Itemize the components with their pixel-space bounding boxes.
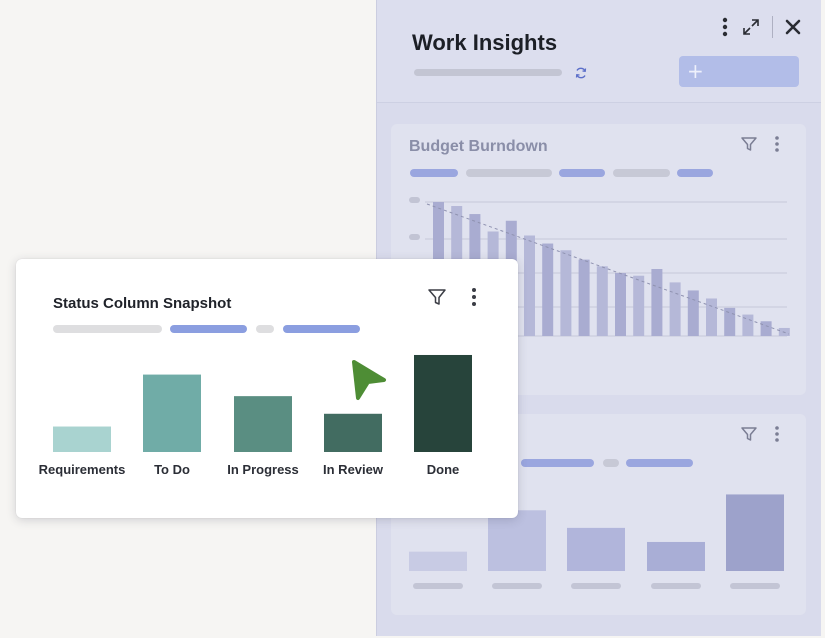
panel-header: Work Insights +	[377, 0, 821, 103]
x-label-placeholder	[492, 583, 542, 589]
status-card-title: Status Column Snapshot	[53, 295, 232, 312]
legend-pill	[256, 325, 274, 333]
burndown-bar	[651, 269, 663, 336]
lower-bar-chart	[409, 494, 784, 589]
lower-bar	[567, 527, 625, 571]
budget-burndown-title: Budget Burndown	[409, 138, 548, 155]
legend-pill	[283, 325, 360, 333]
x-label-placeholder	[730, 583, 780, 589]
legend-pill	[613, 169, 670, 177]
lower-bar	[726, 494, 784, 571]
burndown-bar	[687, 290, 699, 336]
legend-pill	[626, 459, 693, 467]
more-vertical-icon[interactable]	[469, 287, 479, 307]
x-tick-label: Requirements	[39, 462, 126, 477]
burndown-bar	[596, 266, 608, 336]
burndown-bar	[724, 307, 736, 336]
close-icon[interactable]	[783, 16, 803, 38]
x-tick-label: In Progress	[227, 462, 299, 477]
burndown-bar	[578, 259, 590, 336]
more-vertical-icon[interactable]	[772, 425, 782, 443]
status-bar	[414, 354, 472, 452]
status-column-snapshot-card: Status Column Snapshot Requirements To Do…	[16, 259, 518, 518]
more-vertical-icon[interactable]	[715, 16, 735, 38]
lower-bar	[488, 510, 546, 571]
legend-pill	[466, 169, 552, 177]
status-bar-chart: Requirements To Do In Progress In Review Don…	[39, 354, 472, 477]
burndown-bar	[633, 275, 645, 336]
legend-pill	[559, 169, 605, 177]
y-tick-placeholder	[409, 197, 420, 203]
x-label-placeholder	[651, 583, 701, 589]
x-tick-label: Done	[427, 462, 460, 477]
lower-bar	[647, 541, 705, 571]
refresh-icon[interactable]	[574, 66, 588, 80]
legend-pill	[170, 325, 247, 333]
x-label-placeholder	[413, 583, 463, 589]
status-bar	[143, 374, 201, 452]
filter-icon[interactable]	[740, 425, 758, 443]
burndown-bar	[669, 282, 681, 336]
burndown-bar	[524, 235, 535, 336]
burndown-bar	[742, 314, 754, 336]
lower-bar	[409, 551, 467, 571]
legend-pill	[677, 169, 713, 177]
x-tick-label: In Review	[323, 462, 384, 477]
legend-pill	[53, 325, 162, 333]
trend-line	[426, 203, 790, 335]
panel-title: Work Insights	[412, 30, 558, 55]
legend-pill	[410, 169, 458, 177]
burndown-bar	[560, 250, 572, 336]
burndown-bar	[615, 273, 626, 336]
pointer-cursor-icon	[352, 360, 386, 400]
status-bar	[53, 426, 111, 452]
panel-subtitle-placeholder	[414, 69, 562, 76]
plus-icon: +	[687, 59, 704, 83]
burndown-bar	[542, 243, 554, 336]
more-vertical-icon[interactable]	[772, 135, 782, 153]
legend-pill	[603, 459, 619, 467]
legend-pill	[521, 459, 594, 467]
x-label-placeholder	[571, 583, 621, 589]
x-tick-label: To Do	[154, 462, 190, 477]
status-bar	[234, 396, 292, 452]
header-divider	[772, 16, 773, 38]
add-widget-button[interactable]: +	[679, 56, 799, 87]
y-tick-placeholder	[409, 234, 420, 240]
filter-icon[interactable]	[427, 287, 447, 307]
burndown-bar	[760, 321, 772, 336]
burndown-bar	[706, 298, 717, 336]
filter-icon[interactable]	[740, 135, 758, 153]
status-bar	[324, 413, 382, 452]
expand-icon[interactable]	[741, 16, 761, 38]
